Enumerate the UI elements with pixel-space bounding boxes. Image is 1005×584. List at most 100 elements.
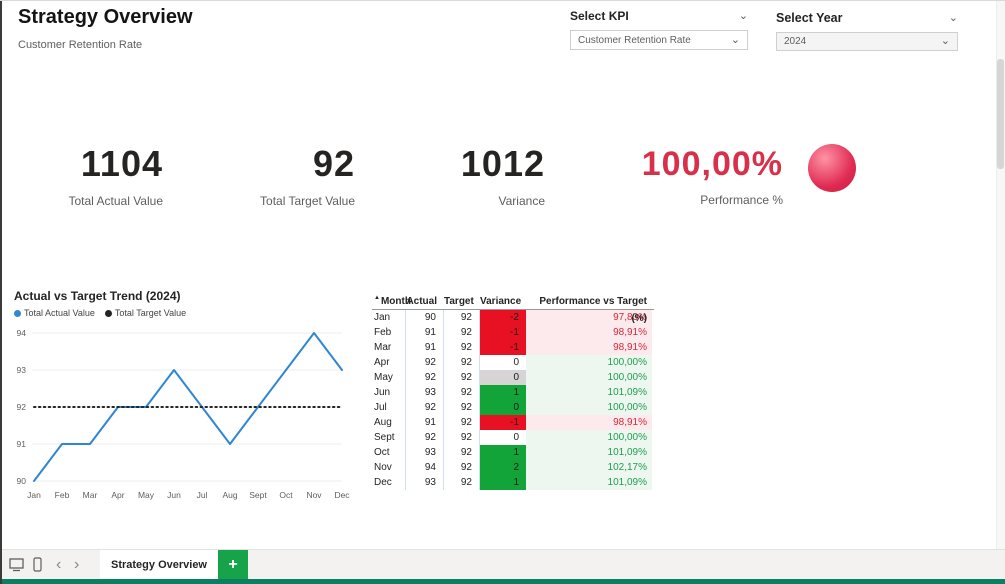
gauge-sphere-icon: [808, 144, 856, 192]
column-header-target[interactable]: Target: [444, 296, 474, 307]
svg-text:Apr: Apr: [111, 490, 124, 500]
svg-text:93: 93: [17, 365, 27, 375]
table-cell: 92: [444, 370, 480, 385]
legend-item[interactable]: Total Target Value: [104, 308, 187, 318]
page-title: Strategy Overview: [18, 6, 193, 28]
page-navigation-bar: ‹ › Strategy Overview +: [0, 549, 1005, 580]
table-row[interactable]: Aug 91 92 -1 98,91%: [372, 415, 654, 430]
table-cell: -1: [480, 340, 526, 355]
prev-page-icon[interactable]: ‹: [56, 556, 62, 573]
table-cell: 101,09%: [526, 475, 652, 490]
table-cell: 1: [480, 385, 526, 400]
table-cell: 92: [444, 415, 480, 430]
table-row[interactable]: Jun 93 92 1 101,09%: [372, 385, 654, 400]
kpi-card-total-actual: 1104 Total Actual Value: [30, 143, 170, 208]
year-dropdown-value: 2024: [784, 36, 807, 47]
table-body: Jan 90 92 -2 97,83% Feb 91 92 -1 98,91% Mar 91 92 -1 9…: [372, 310, 654, 490]
table-row[interactable]: Mar 91 92 -1 98,91%: [372, 340, 654, 355]
kpi-label: Total Target Value: [260, 194, 355, 208]
table-cell: 0: [513, 432, 519, 443]
table-cell: 92: [444, 325, 480, 340]
trend-line-chart[interactable]: 90 91 92 93 94 Jan Feb Mar Apr May Jun Jul Aug Sept Oc…: [8, 319, 352, 509]
legend-item[interactable]: Total Actual Value: [14, 308, 95, 318]
svg-text:92: 92: [17, 402, 27, 412]
chart-title: Actual vs Target Trend (2024): [14, 289, 181, 303]
table-cell: 92: [444, 430, 480, 445]
table-cell: 98,91%: [526, 340, 652, 355]
table-cell: Jun: [372, 385, 406, 400]
year-dropdown[interactable]: 2024 ⌄: [776, 32, 958, 51]
table-cell: 93: [406, 385, 444, 400]
table-cell: 0: [480, 400, 526, 415]
kpi-value: 1012: [460, 143, 545, 184]
performance-table: ▲Month Actual Target Variance Performance vs…: [372, 293, 654, 490]
table-row[interactable]: Apr 92 92 0 100,00%: [372, 355, 654, 370]
table-row[interactable]: May 92 92 0 100,00%: [372, 370, 654, 385]
table-cell: -1: [480, 325, 526, 340]
report-view-icon[interactable]: [9, 558, 24, 577]
column-header-month[interactable]: ▲Month: [374, 295, 411, 307]
kpi-label: Performance %: [700, 193, 783, 207]
table-cell: 91: [406, 415, 444, 430]
kpi-dropdown-value: Customer Retention Rate: [578, 34, 691, 46]
svg-text:91: 91: [17, 439, 27, 449]
chevron-down-icon: ⌄: [730, 33, 740, 46]
table-row[interactable]: Dec 93 92 1 101,09%: [372, 475, 654, 490]
table-cell: 1: [480, 475, 526, 490]
new-page-button[interactable]: +: [218, 550, 248, 580]
table-cell: 2: [480, 460, 526, 475]
svg-text:Oct: Oct: [279, 490, 293, 500]
table-cell: 98,91%: [526, 415, 652, 430]
table-row[interactable]: Nov 94 92 2 102,17%: [372, 460, 654, 475]
scrollbar-thumb[interactable]: [997, 59, 1004, 169]
svg-text:Jul: Jul: [197, 490, 208, 500]
table-cell: Mar: [372, 340, 406, 355]
column-header-performance-vs-target[interactable]: Performance vs Target (%): [539, 296, 647, 324]
table-cell: 91: [406, 325, 444, 340]
table-cell: 91: [406, 340, 444, 355]
column-header-actual[interactable]: Actual: [406, 296, 437, 307]
table-cell: 92: [406, 400, 444, 415]
svg-text:94: 94: [17, 328, 27, 338]
chevron-down-icon[interactable]: ⌄: [948, 11, 958, 24]
legend-dot-icon: [14, 309, 21, 317]
table-cell: 0: [480, 370, 526, 385]
sort-asc-icon: ▲: [374, 295, 380, 301]
kpi-card-performance: 100,00% Performance %: [628, 145, 788, 207]
table-header-row: ▲Month Actual Target Variance Performance vs…: [372, 293, 654, 324]
table-cell: 1: [480, 445, 526, 460]
table-cell: 90: [406, 310, 444, 325]
table-row[interactable]: Jan 90 92 -2 97,83%: [372, 310, 654, 325]
table-cell: -1: [480, 415, 526, 430]
table-cell: 92: [444, 355, 480, 370]
svg-text:Aug: Aug: [222, 490, 237, 500]
table-row[interactable]: Feb 91 92 -1 98,91%: [372, 325, 654, 340]
table-cell: May: [372, 370, 406, 385]
table-cell: 101,09%: [526, 445, 652, 460]
page-tab-strategy-overview[interactable]: Strategy Overview: [100, 550, 218, 580]
table-cell: 100,00%: [526, 400, 652, 415]
table-cell: Jul: [372, 400, 406, 415]
table-row[interactable]: Jul 92 92 0 100,00%: [372, 400, 654, 415]
legend-label: Total Target Value: [114, 308, 187, 318]
kpi-dropdown[interactable]: Customer Retention Rate ⌄: [570, 30, 748, 50]
table-cell: 92: [444, 460, 480, 475]
svg-text:Jan: Jan: [27, 490, 41, 500]
table-row[interactable]: Oct 93 92 1 101,09%: [372, 445, 654, 460]
kpi-card-total-target: 92 Total Target Value: [222, 143, 362, 208]
mobile-view-icon[interactable]: [33, 557, 42, 577]
svg-text:Nov: Nov: [306, 490, 322, 500]
chevron-down-icon[interactable]: ⌄: [738, 9, 748, 22]
legend-label: Total Actual Value: [24, 308, 95, 318]
table-cell: 0: [513, 357, 519, 368]
vertical-scrollbar[interactable]: [996, 1, 1005, 549]
table-row[interactable]: Sept 92 92 0 100,00%: [372, 430, 654, 445]
table-cell: Feb: [372, 325, 406, 340]
next-page-icon[interactable]: ›: [74, 556, 80, 573]
column-header-variance[interactable]: Variance: [480, 296, 522, 307]
kpi-card-variance: 1012 Variance: [412, 143, 552, 208]
table-cell: 92: [444, 310, 480, 325]
chart-legend: Total Actual Value Total Target Value: [14, 308, 186, 318]
table-cell: Nov: [372, 460, 406, 475]
